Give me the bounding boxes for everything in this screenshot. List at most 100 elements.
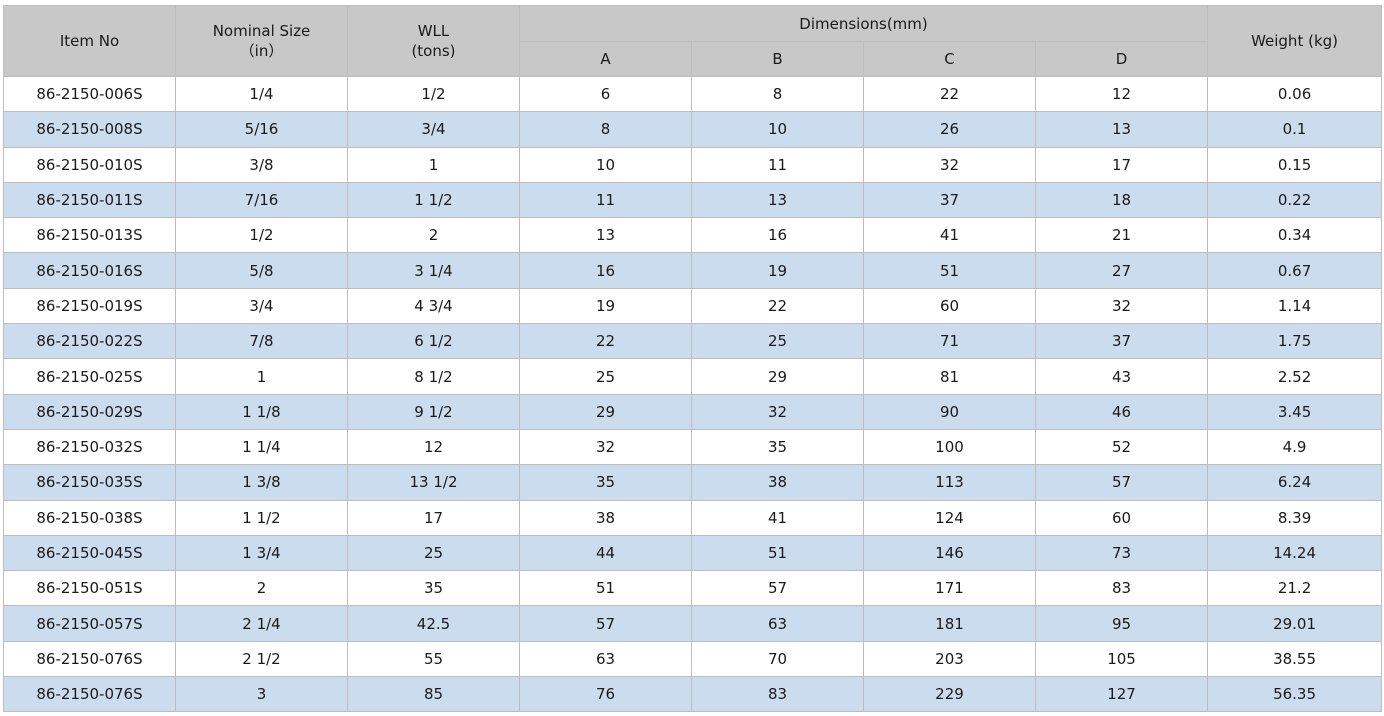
- dim-a-cell: 32: [519, 428, 692, 466]
- weight-cell: 21.2: [1207, 570, 1383, 607]
- dim-b-cell: 11: [691, 146, 864, 183]
- dim-c-cell: 203: [863, 640, 1036, 678]
- nominal-size-cell: 1/4: [175, 75, 348, 113]
- dim-d-cell: 21: [1034, 217, 1209, 254]
- header-dim-b: B: [691, 41, 864, 77]
- wll-cell: 3 1/4: [347, 252, 520, 289]
- dim-c-cell: 146: [863, 534, 1036, 572]
- item-no-cell: 86-2150-038S: [3, 499, 176, 536]
- wll-cell: 25: [347, 534, 520, 572]
- wll-cell: 9 1/2: [347, 393, 520, 430]
- weight-cell: 0.67: [1207, 252, 1383, 289]
- dim-c-cell: 181: [863, 605, 1036, 642]
- dim-b-cell: 25: [691, 323, 864, 360]
- dim-b-cell: 10: [691, 111, 864, 148]
- dim-a-cell: 44: [519, 534, 692, 572]
- table-row: 86-2150-013S 1/2 2 13 16 41 21 0.34: [3, 217, 1383, 254]
- wll-cell: 12: [347, 428, 520, 466]
- dim-a-cell: 19: [519, 287, 692, 325]
- weight-cell: 1.75: [1207, 323, 1383, 360]
- dim-d-cell: 52: [1034, 428, 1209, 466]
- dim-c-cell: 124: [863, 499, 1036, 536]
- dim-c-cell: 32: [863, 146, 1036, 183]
- nominal-size-cell: 3/4: [175, 287, 348, 325]
- dim-b-cell: 83: [691, 676, 864, 713]
- dim-d-cell: 43: [1034, 358, 1209, 395]
- nominal-size-cell: 3: [175, 676, 348, 713]
- dim-a-cell: 38: [519, 499, 692, 536]
- table-header: Item No Nominal Size （in） WLL (tons) Dim…: [3, 5, 1383, 77]
- dim-d-cell: 105: [1034, 640, 1209, 678]
- dim-b-cell: 16: [691, 217, 864, 254]
- nominal-size-cell: 1/2: [175, 217, 348, 254]
- weight-cell: 0.15: [1207, 146, 1383, 183]
- weight-cell: 38.55: [1207, 640, 1383, 678]
- item-no-cell: 86-2150-006S: [3, 75, 176, 113]
- table-row: 86-2150-032S 1 1/4 12 32 35 100 52 4.9: [3, 428, 1383, 466]
- table-row: 86-2150-011S 7/16 1 1/2 11 13 37 18 0.22: [3, 181, 1383, 219]
- table-row: 86-2150-029S 1 1/8 9 1/2 29 32 90 46 3.45: [3, 393, 1383, 430]
- item-no-cell: 86-2150-016S: [3, 252, 176, 289]
- table-row: 86-2150-076S 2 1/2 55 63 70 203 105 38.55: [3, 640, 1383, 678]
- nominal-size-cell: 1 3/4: [175, 534, 348, 572]
- dim-a-cell: 10: [519, 146, 692, 183]
- wll-cell: 1 1/2: [347, 181, 520, 219]
- header-dim-c: C: [863, 41, 1036, 77]
- dim-c-cell: 113: [863, 464, 1036, 501]
- table-row: 86-2150-010S 3/8 1 10 11 32 17 0.15: [3, 146, 1383, 183]
- nominal-size-cell: 3/8: [175, 146, 348, 183]
- table-row: 86-2150-019S 3/4 4 3/4 19 22 60 32 1.14: [3, 287, 1383, 325]
- dim-b-cell: 22: [691, 287, 864, 325]
- dim-b-cell: 13: [691, 181, 864, 219]
- wll-cell: 85: [347, 676, 520, 713]
- dim-b-cell: 70: [691, 640, 864, 678]
- dim-d-cell: 18: [1034, 181, 1209, 219]
- dim-b-cell: 38: [691, 464, 864, 501]
- weight-cell: 4.9: [1207, 428, 1383, 466]
- wll-cell: 1: [347, 146, 520, 183]
- table-row: 86-2150-022S 7/8 6 1/2 22 25 71 37 1.75: [3, 323, 1383, 360]
- table-row: 86-2150-025S 1 8 1/2 25 29 81 43 2.52: [3, 358, 1383, 395]
- dim-a-cell: 35: [519, 464, 692, 501]
- weight-cell: 0.34: [1207, 217, 1383, 254]
- weight-cell: 0.1: [1207, 111, 1383, 148]
- dim-d-cell: 37: [1034, 323, 1209, 360]
- item-no-cell: 86-2150-045S: [3, 534, 176, 572]
- header-dim-a: A: [519, 41, 692, 77]
- dim-a-cell: 8: [519, 111, 692, 148]
- nominal-size-cell: 5/16: [175, 111, 348, 148]
- nominal-size-cell: 1: [175, 358, 348, 395]
- dim-b-cell: 8: [691, 75, 864, 113]
- wll-cell: 2: [347, 217, 520, 254]
- dim-b-cell: 32: [691, 393, 864, 430]
- dim-a-cell: 16: [519, 252, 692, 289]
- item-no-cell: 86-2150-051S: [3, 570, 176, 607]
- header-wll-label: WLL: [417, 22, 450, 40]
- dim-c-cell: 71: [863, 323, 1036, 360]
- table-row: 86-2150-057S 2 1/4 42.5 57 63 181 95 29.01: [3, 605, 1383, 642]
- dim-a-cell: 6: [519, 75, 692, 113]
- item-no-cell: 86-2150-022S: [3, 323, 176, 360]
- header-weight: Weight (kg): [1207, 5, 1383, 77]
- dim-c-cell: 60: [863, 287, 1036, 325]
- item-no-cell: 86-2150-076S: [3, 676, 176, 713]
- wll-cell: 35: [347, 570, 520, 607]
- dim-c-cell: 51: [863, 252, 1036, 289]
- table-row: 86-2150-051S 2 35 51 57 171 83 21.2: [3, 570, 1383, 607]
- header-row-top: Item No Nominal Size （in） WLL (tons) Dim…: [3, 5, 1383, 77]
- dim-d-cell: 32: [1034, 287, 1209, 325]
- header-nominal-size-unit: （in）: [239, 42, 284, 60]
- weight-cell: 14.24: [1207, 534, 1383, 572]
- item-no-cell: 86-2150-019S: [3, 287, 176, 325]
- nominal-size-cell: 1 1/2: [175, 499, 348, 536]
- table-row: 86-2150-016S 5/8 3 1/4 16 19 51 27 0.67: [3, 252, 1383, 289]
- specification-table: Item No Nominal Size （in） WLL (tons) Dim…: [3, 5, 1383, 713]
- header-nominal-size: Nominal Size （in）: [175, 5, 348, 77]
- item-no-cell: 86-2150-035S: [3, 464, 176, 501]
- weight-cell: 0.22: [1207, 181, 1383, 219]
- dim-d-cell: 83: [1034, 570, 1209, 607]
- dim-c-cell: 100: [863, 428, 1036, 466]
- header-dimensions: Dimensions(mm): [518, 5, 1209, 42]
- table-row: 86-2150-008S 5/16 3/4 8 10 26 13 0.1: [3, 111, 1383, 148]
- dim-b-cell: 35: [691, 428, 864, 466]
